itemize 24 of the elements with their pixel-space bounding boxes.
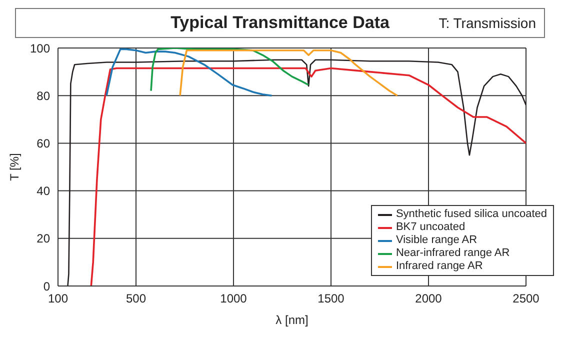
line-series: [179, 49, 398, 96]
x-tick-label: 100: [48, 292, 68, 306]
y-tick-label: 40: [36, 184, 50, 198]
x-tick-label: 1000: [220, 292, 248, 306]
x-tick-label: 500: [126, 292, 146, 306]
y-tick-label: 0: [43, 279, 50, 294]
y-tick-label: 60: [36, 136, 50, 150]
y-tick-label: 20: [36, 232, 50, 246]
x-tick-label: 2000: [415, 292, 442, 306]
legend-label: Infrared range AR: [396, 260, 483, 273]
line-series: [150, 48, 310, 92]
y-axis-title: T [%]: [7, 153, 22, 181]
legend-label: BK7 uncoated: [396, 221, 466, 234]
y-tick-label: 100: [30, 41, 50, 56]
x-tick-label: 1500: [318, 292, 345, 306]
y-tick-label: 80: [36, 88, 50, 103]
legend-label: Visible range AR: [396, 234, 478, 247]
x-axis-title: λ [nm]: [276, 313, 308, 327]
legend-label: Near-infrared range AR: [396, 247, 510, 260]
chart-subtitle: T: Transmission: [438, 15, 536, 31]
x-tick-label: 2500: [512, 292, 540, 306]
chart-title: Typical Transmittance Data: [170, 13, 390, 32]
legend-label: Synthetic fused silica uncoated: [396, 208, 547, 221]
line-series: [106, 48, 273, 96]
